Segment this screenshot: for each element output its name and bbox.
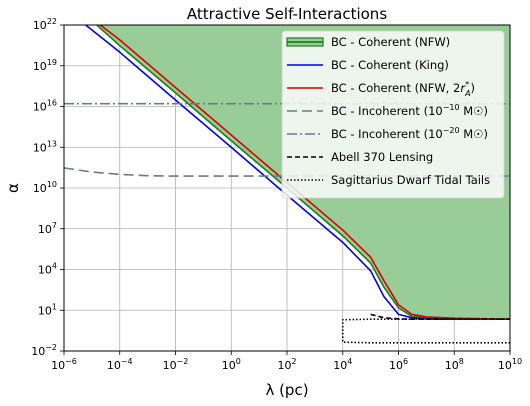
x-tick-label: 1010 <box>498 357 522 372</box>
series-line-2 <box>99 25 510 320</box>
legend: BC - Coherent (NFW) BC - Coherent (King) B… <box>281 30 505 199</box>
legend-label: Sagittarius Dwarf Tidal Tails <box>331 173 490 187</box>
chart-title: Attractive Self-Interactions <box>187 5 387 23</box>
legend-label: BC - Coherent (King) <box>331 58 449 72</box>
y-tick-label: 1010 <box>33 180 57 195</box>
x-tick-label: 10−4 <box>107 357 133 372</box>
x-tick-label: 10−2 <box>163 357 189 372</box>
x-tick-label: 100 <box>222 357 241 372</box>
legend-label: Abell 370 Lensing <box>331 150 433 164</box>
series-line-6 <box>341 318 510 344</box>
x-tick-label: 10−6 <box>51 357 77 372</box>
legend-label: BC - Coherent (NFW) <box>331 35 450 49</box>
y-tick-label: 1022 <box>33 17 57 32</box>
series-line-3 <box>64 167 510 177</box>
y-axis-label: α <box>4 183 22 193</box>
axis-ticks: 10−6 10−4 10−2 100 102 104 106 108 1010 10−2 101 10… <box>31 17 522 372</box>
legend-label: BC - Incoherent (10−10 M☉) <box>331 103 488 118</box>
x-tick-label: 102 <box>277 357 296 372</box>
legend-label: BC - Coherent (NFW, 2r* A) <box>331 80 475 98</box>
legend-box <box>281 30 505 199</box>
y-tick-label: 101 <box>38 302 57 317</box>
x-tick-label: 106 <box>389 357 408 372</box>
y-tick-label: 107 <box>38 221 57 236</box>
x-tick-label: 104 <box>333 357 352 372</box>
x-axis-label: λ (pc) <box>265 381 308 399</box>
y-tick-label: 1013 <box>33 139 57 154</box>
x-tick-label: 108 <box>445 357 464 372</box>
y-tick-label: 10−2 <box>31 343 57 358</box>
y-tick-label: 1016 <box>33 99 57 114</box>
y-tick-label: 104 <box>38 262 57 277</box>
legend-label: BC - Incoherent (10−20 M☉) <box>331 126 488 141</box>
y-tick-label: 1019 <box>33 58 57 73</box>
